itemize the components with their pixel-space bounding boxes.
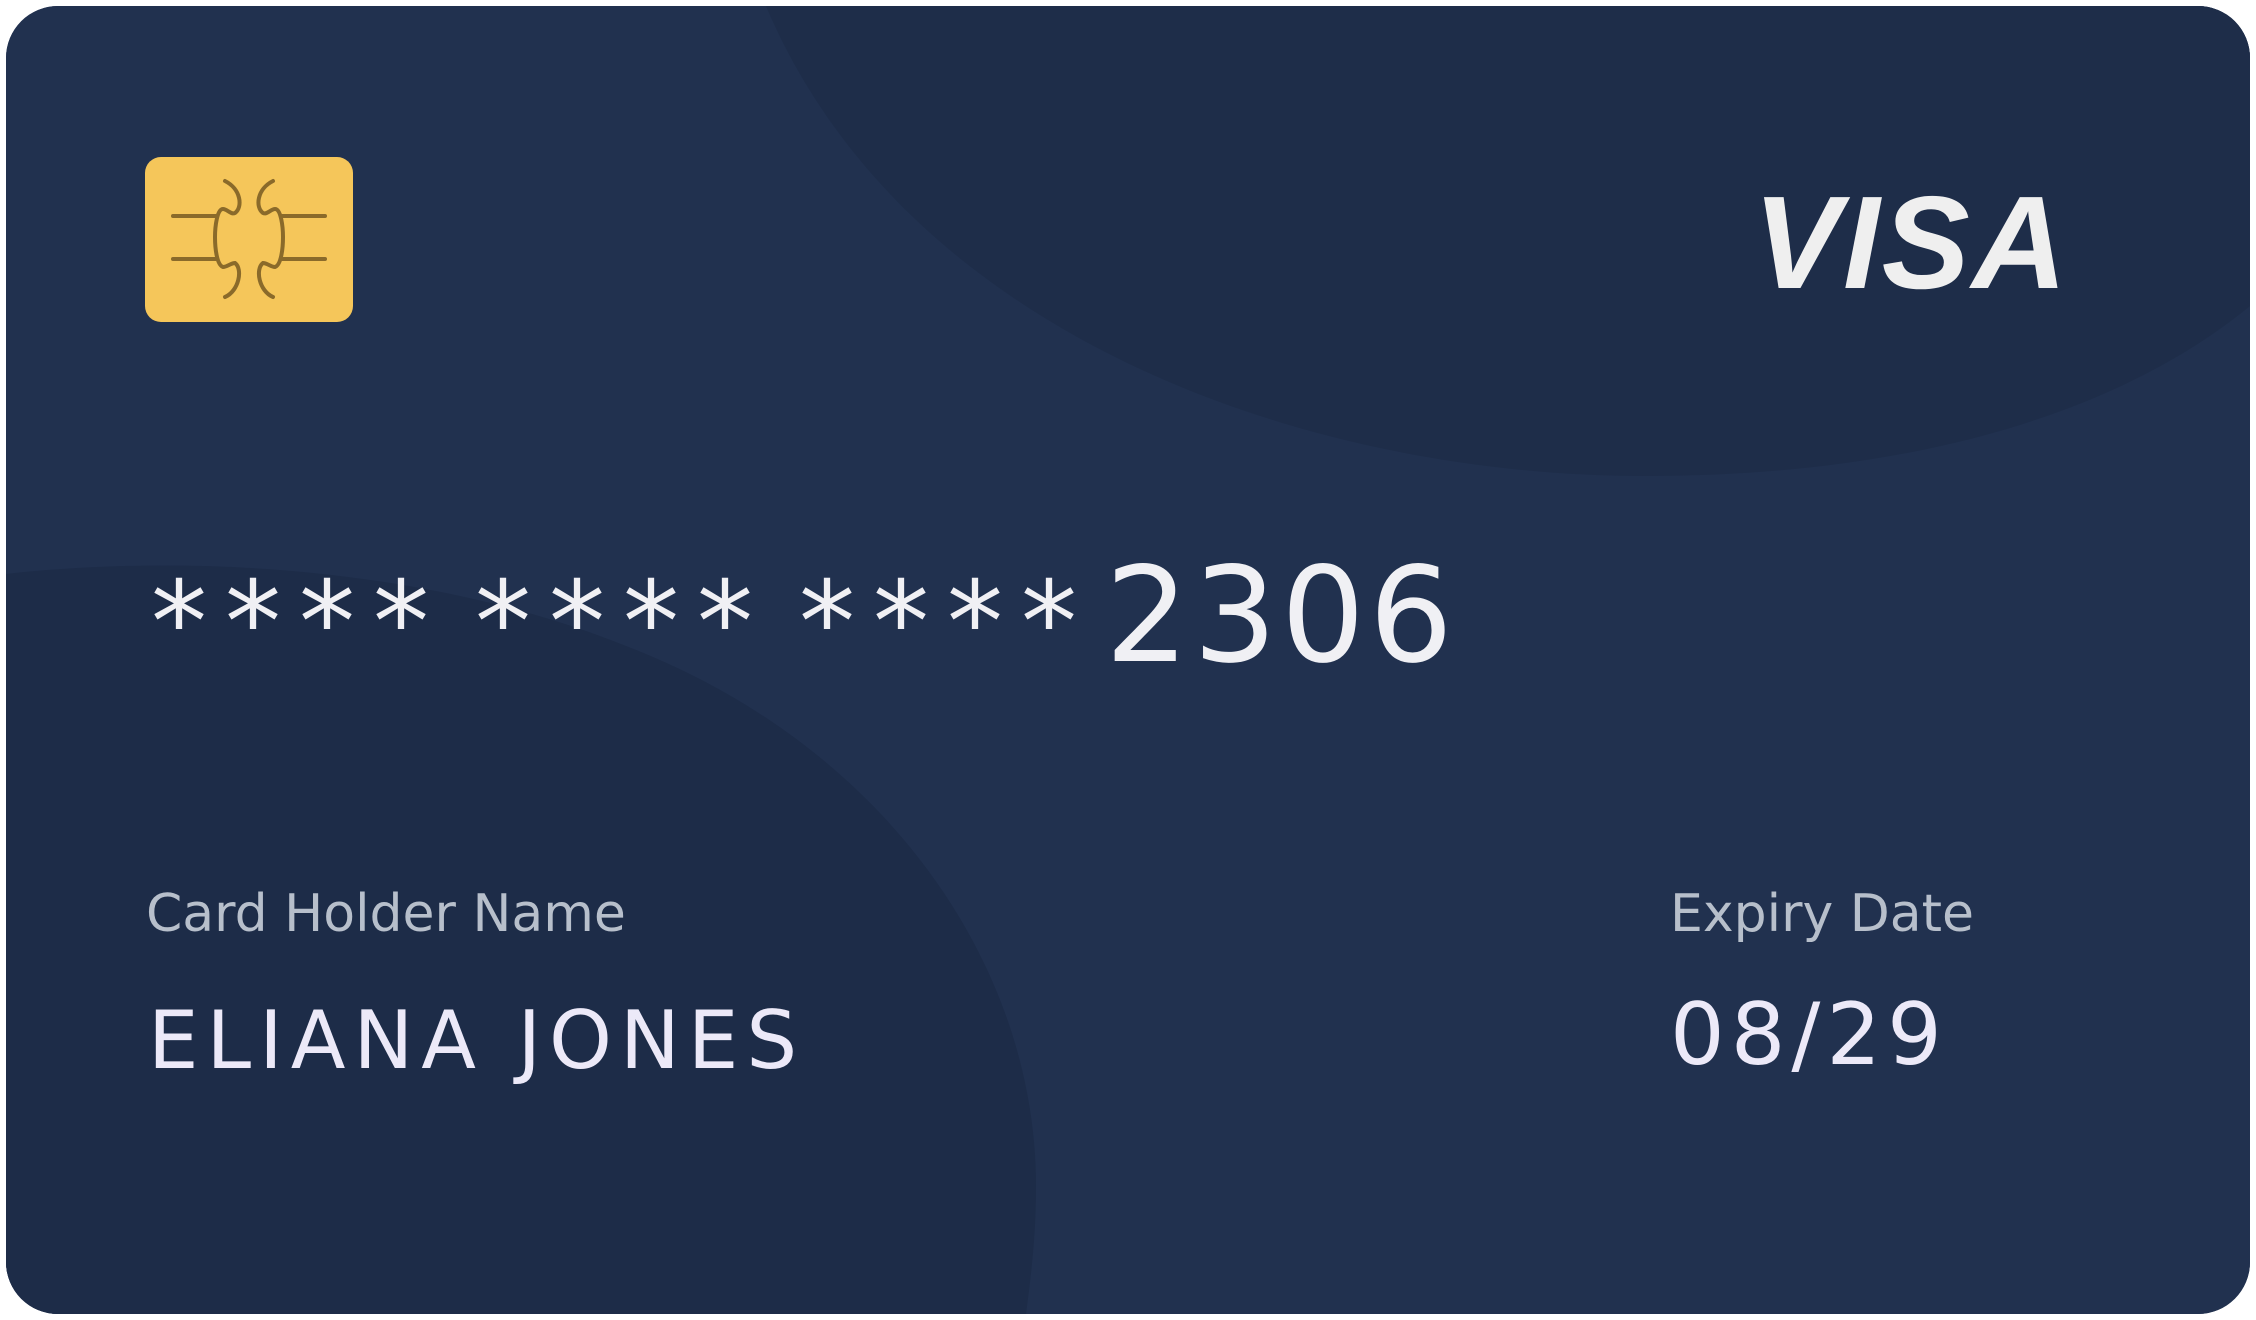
card-number: **** **** ****2306 (151, 546, 1457, 706)
card-holder-label: Card Holder Name (146, 884, 626, 944)
visa-logo: VISA (1753, 184, 2069, 296)
card-background (6, 6, 2250, 1314)
card-number-group-3: **** (799, 558, 1095, 688)
card-holder-name: ELIANA JONES (148, 994, 806, 1087)
card-number-group-1: **** (151, 558, 447, 688)
svg-text:VISA: VISA (1753, 184, 2069, 296)
card-number-last4: 2306 (1105, 539, 1457, 693)
expiry-date-value: 08/29 (1670, 985, 1948, 1085)
card-number-group-2: **** (475, 558, 771, 688)
expiry-date-label: Expiry Date (1670, 884, 1975, 944)
emv-chip-icon (145, 157, 353, 322)
credit-card: VISA **** **** ****2306 Card Holder Name E… (6, 6, 2250, 1314)
